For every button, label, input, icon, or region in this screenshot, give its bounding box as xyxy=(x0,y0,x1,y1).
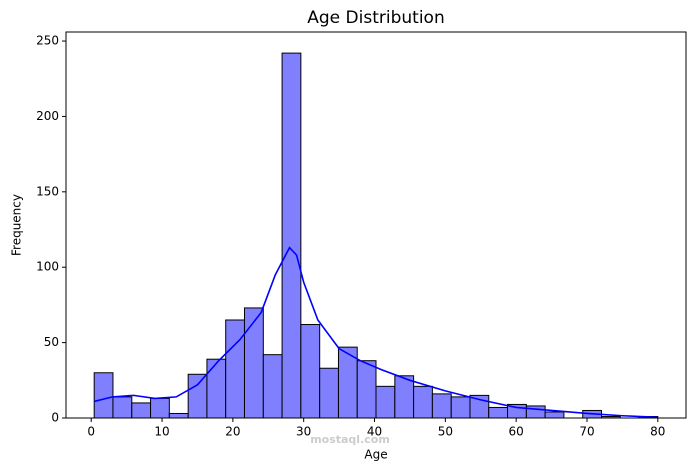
chart-title: Age Distribution xyxy=(307,8,444,28)
x-axis-label: Age xyxy=(364,448,387,462)
x-tick-label: 10 xyxy=(154,425,169,439)
y-tick-label: 100 xyxy=(36,260,59,274)
y-tick-label: 0 xyxy=(51,411,59,425)
x-tick-label: 0 xyxy=(87,425,95,439)
y-tick-label: 200 xyxy=(36,109,59,123)
bar xyxy=(131,402,152,419)
bar xyxy=(544,411,565,419)
x-tick-label: 20 xyxy=(225,425,240,439)
bar xyxy=(262,354,283,419)
bar xyxy=(225,319,245,419)
bar xyxy=(525,405,546,419)
bar xyxy=(488,406,509,419)
bar xyxy=(150,397,170,419)
kde-line xyxy=(93,246,658,419)
x-tick-label: 50 xyxy=(438,425,453,439)
y-tick-label: 50 xyxy=(44,335,59,349)
bar xyxy=(93,372,114,419)
bar xyxy=(281,52,302,419)
y-tick-label: 250 xyxy=(36,34,59,48)
bar xyxy=(187,373,208,419)
y-axis-label: Frequency xyxy=(10,194,24,256)
x-tick-label: 30 xyxy=(296,425,311,439)
x-tick-label: 80 xyxy=(650,425,665,439)
y-tick-label: 150 xyxy=(36,184,59,198)
bar xyxy=(450,396,471,419)
bar xyxy=(206,358,227,419)
bar xyxy=(431,393,452,419)
x-tick-label: 60 xyxy=(509,425,524,439)
bar xyxy=(375,385,396,419)
plot-frame xyxy=(65,31,687,419)
bar xyxy=(356,360,377,419)
x-tick-label: 70 xyxy=(579,425,594,439)
bar xyxy=(168,412,189,419)
bar xyxy=(300,324,321,419)
x-tick-label: 40 xyxy=(367,425,382,439)
bar xyxy=(319,367,339,419)
bar xyxy=(112,396,133,419)
bar xyxy=(243,307,264,419)
bar xyxy=(394,375,415,419)
bar xyxy=(413,385,433,419)
watermark: mostaql.com xyxy=(310,433,390,446)
